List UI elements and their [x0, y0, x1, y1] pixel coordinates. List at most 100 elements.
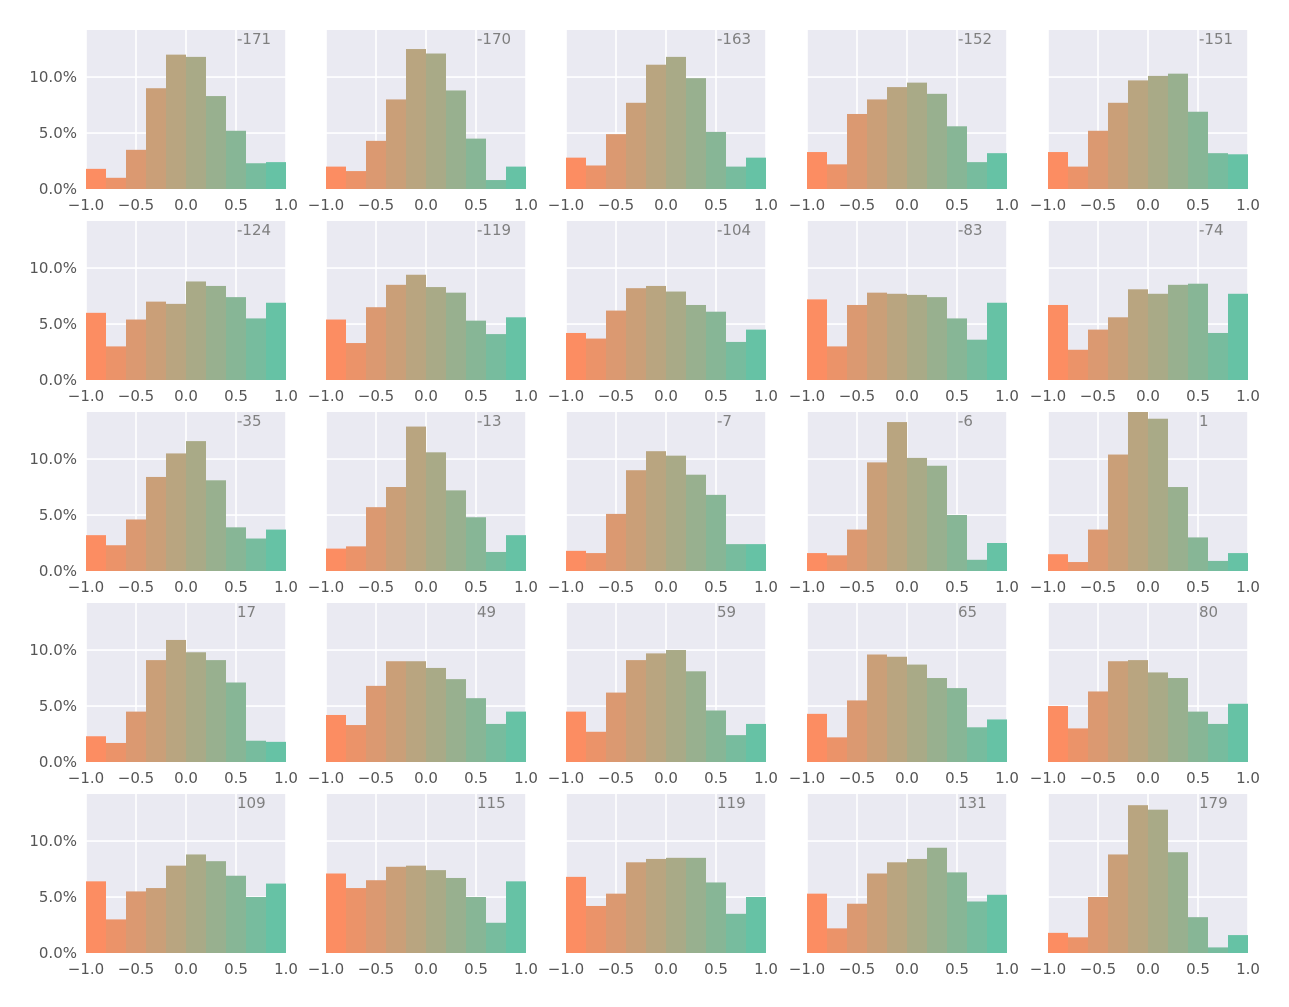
histogram-bar: [686, 78, 706, 189]
histogram-bar: [1208, 947, 1228, 953]
x-tick-label: 1.0: [995, 196, 1019, 214]
panel-label: -83: [958, 221, 983, 239]
histogram-bar: [726, 166, 746, 189]
histogram-bar: [1128, 412, 1148, 571]
panel-label: -104: [717, 221, 751, 239]
x-tick-label: 0.0: [895, 196, 919, 214]
x-tick-label: 0.5: [464, 387, 488, 405]
histogram-bar: [1128, 805, 1148, 953]
histogram-bar: [807, 152, 827, 189]
histogram-bar: [907, 858, 927, 953]
panel-label: 131: [958, 794, 987, 812]
x-tick-label: 0.0: [174, 578, 198, 596]
histogram-bar: [827, 164, 847, 189]
histogram-bar: [1088, 691, 1108, 762]
histogram-bar: [386, 661, 406, 762]
panel-label: -170: [477, 30, 511, 48]
x-tick-label: 0.5: [464, 960, 488, 978]
histogram-bar: [86, 535, 106, 571]
histogram-bar: [1088, 329, 1108, 380]
histogram-bar: [126, 319, 146, 380]
x-tick-label: −1.0: [548, 960, 584, 978]
histogram-bar: [126, 519, 146, 571]
histogram-bar: [186, 854, 206, 953]
x-tick-label: 0.5: [945, 196, 969, 214]
x-tick-label: 0.5: [1186, 387, 1210, 405]
y-tick-label: 10.0%: [29, 641, 77, 659]
histogram-bar: [86, 736, 106, 762]
histogram-bar: [1048, 152, 1068, 189]
histogram-bar: [1208, 153, 1228, 189]
subplot-4: -152 −1.0 −0.5 0.0 0.5 1.0: [789, 30, 1019, 214]
subplot-2: -170 −1.0 −0.5 0.0 0.5 1.0: [308, 30, 538, 214]
histogram-bar: [706, 882, 726, 953]
panel-label: 115: [477, 794, 506, 812]
histogram-bar: [426, 53, 446, 189]
x-tick-label: 1.0: [514, 578, 538, 596]
histogram-bar: [686, 474, 706, 571]
histogram-bar: [206, 480, 226, 571]
histogram-bar: [1068, 349, 1088, 380]
x-tick-label: 1.0: [514, 196, 538, 214]
x-tick-label: −0.5: [118, 769, 154, 787]
x-tick-label: 0.0: [654, 196, 678, 214]
panel-label: 49: [477, 603, 496, 621]
x-tick-label: −1.0: [789, 196, 825, 214]
x-tick-label: 0.0: [414, 769, 438, 787]
histogram-bar: [1108, 661, 1128, 762]
histogram-bar: [907, 664, 927, 762]
y-tick-label: 5.0%: [39, 506, 77, 524]
x-tick-label: 1.0: [754, 960, 778, 978]
y-tick-label: 0.0%: [39, 180, 77, 198]
x-tick-label: 0.0: [414, 387, 438, 405]
histogram-bar: [246, 897, 266, 953]
x-tick-label: −0.5: [118, 960, 154, 978]
panel-label: 80: [1199, 603, 1218, 621]
histogram-bar: [686, 671, 706, 762]
x-tick-label: 0.0: [1136, 960, 1160, 978]
y-tick-label: 0.0%: [39, 562, 77, 580]
y-tick-label: 10.0%: [29, 68, 77, 86]
histogram-bar: [646, 858, 666, 953]
histogram-bar: [1088, 130, 1108, 189]
histogram-bar: [1128, 80, 1148, 189]
x-tick-label: 0.0: [414, 196, 438, 214]
histogram-bar: [1108, 454, 1128, 571]
histogram-bar: [406, 661, 426, 762]
histogram-bar: [486, 334, 506, 380]
histogram-bar: [1188, 111, 1208, 189]
subplot-19: 65 −1.0 −0.5 0.0 0.5 1.0: [789, 603, 1019, 787]
y-tick-label: 5.0%: [39, 124, 77, 142]
histogram-bar: [967, 727, 987, 762]
histogram-bar: [226, 130, 246, 189]
x-tick-label: 0.5: [464, 196, 488, 214]
x-tick-label: 1.0: [274, 960, 298, 978]
histogram-bar: [1228, 553, 1248, 571]
x-tick-label: −1.0: [1030, 196, 1066, 214]
histogram-bar: [146, 888, 166, 953]
histogram-bar: [506, 535, 526, 571]
x-tick-label: 0.5: [224, 960, 248, 978]
x-tick-label: −0.5: [358, 960, 394, 978]
histogram-bar: [506, 317, 526, 380]
histogram-bar: [887, 87, 907, 189]
panel-label: 119: [717, 794, 746, 812]
x-tick-label: 0.5: [945, 578, 969, 596]
histogram-bar: [726, 544, 746, 571]
histogram-bar: [626, 470, 646, 571]
histogram-bar: [246, 163, 266, 189]
histogram-bar: [226, 297, 246, 380]
histogram-bar: [346, 546, 366, 571]
x-tick-label: 0.5: [224, 196, 248, 214]
histogram-bar: [406, 426, 426, 571]
histogram-bar: [1048, 554, 1068, 571]
histogram-bar: [907, 294, 927, 380]
histogram-bar: [386, 284, 406, 380]
histogram-bar: [867, 873, 887, 953]
y-tick-label: 5.0%: [39, 888, 77, 906]
histogram-bar: [1108, 854, 1128, 953]
histogram-bar: [1208, 723, 1228, 762]
histogram-bar: [146, 660, 166, 762]
histogram-bar: [446, 90, 466, 189]
histogram-bar: [686, 857, 706, 953]
